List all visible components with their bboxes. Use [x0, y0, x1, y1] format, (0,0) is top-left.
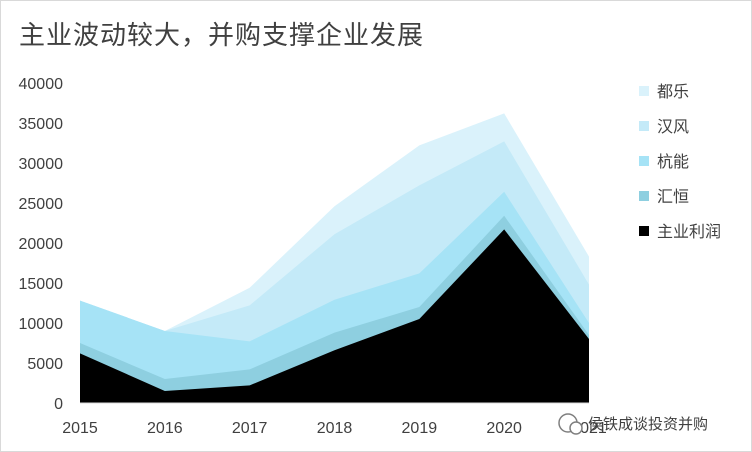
legend-label: 杭能: [657, 152, 689, 171]
x-tick-label: 2015: [62, 420, 98, 437]
watermark: 侯铁成谈投资并购: [558, 413, 708, 435]
legend-label: 汉风: [657, 117, 689, 136]
watermark-text: 侯铁成谈投资并购: [588, 415, 708, 433]
y-tick-label: 20000: [19, 236, 64, 253]
y-tick-label: 35000: [19, 116, 64, 133]
legend-swatch: [639, 156, 649, 166]
legend-label: 都乐: [657, 82, 689, 101]
wechat-icon-bubble: [569, 421, 583, 435]
x-tick-label: 2020: [486, 420, 522, 437]
y-tick-label: 30000: [19, 156, 64, 173]
legend-swatch: [639, 191, 649, 201]
legend-swatch: [639, 226, 649, 236]
legend-swatch: [639, 86, 649, 96]
x-tick-label: 2016: [147, 420, 183, 437]
legend-label: 主业利润: [657, 222, 721, 241]
x-tick-label: 2018: [317, 420, 353, 437]
y-tick-label: 15000: [19, 276, 64, 293]
legend-label: 汇恒: [657, 187, 689, 206]
x-tick-label: 2019: [402, 420, 438, 437]
y-tick-label: 5000: [27, 356, 63, 373]
x-tick-label: 2017: [232, 420, 268, 437]
y-tick-label: 10000: [19, 316, 64, 333]
area-series: [80, 229, 589, 403]
y-tick-label: 40000: [19, 76, 64, 93]
chart-title: 主业波动较大，并购支撑企业发展: [19, 21, 425, 51]
legend-swatch: [639, 121, 649, 131]
y-tick-label: 0: [54, 396, 63, 413]
y-tick-label: 25000: [19, 196, 64, 213]
